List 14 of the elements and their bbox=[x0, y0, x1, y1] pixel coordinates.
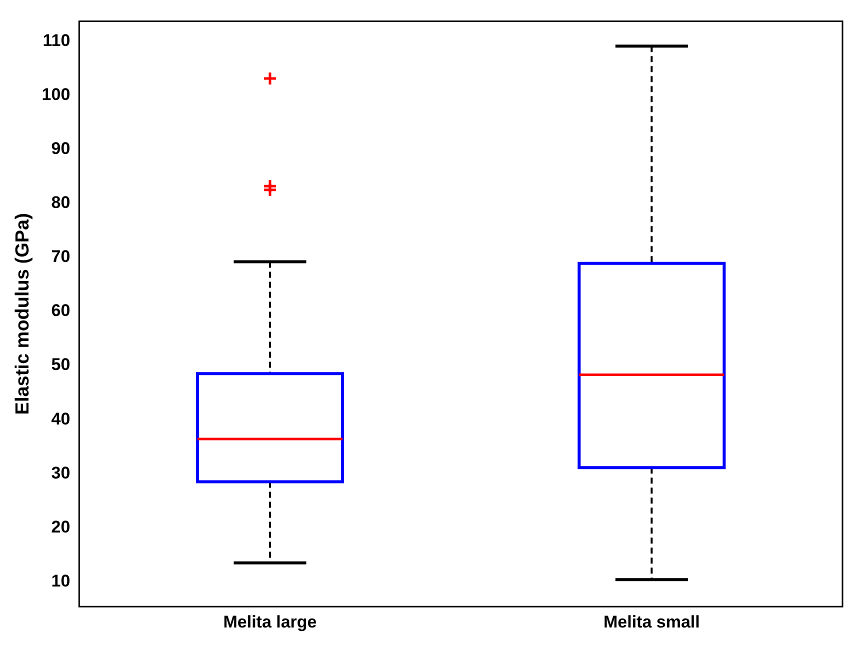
y-tick-label: 50 bbox=[51, 355, 70, 374]
y-tick-label: 110 bbox=[42, 30, 70, 50]
y-tick-label: 90 bbox=[51, 138, 70, 158]
y-tick-label: 40 bbox=[51, 409, 70, 428]
y-tick-label: 10 bbox=[51, 571, 70, 590]
x-tick-label: Melita large bbox=[223, 612, 317, 632]
x-tick-label: Melita small bbox=[603, 612, 700, 632]
y-tick-label: 100 bbox=[42, 84, 70, 104]
y-tick-label: 80 bbox=[51, 193, 70, 212]
y-tick-label: 60 bbox=[51, 301, 70, 320]
y-tick-label: 30 bbox=[51, 463, 70, 482]
y-axis-title: Elastic modulus (GPa) bbox=[12, 213, 34, 415]
y-tick-label: 20 bbox=[51, 517, 70, 536]
y-tick-label: 70 bbox=[51, 247, 70, 266]
